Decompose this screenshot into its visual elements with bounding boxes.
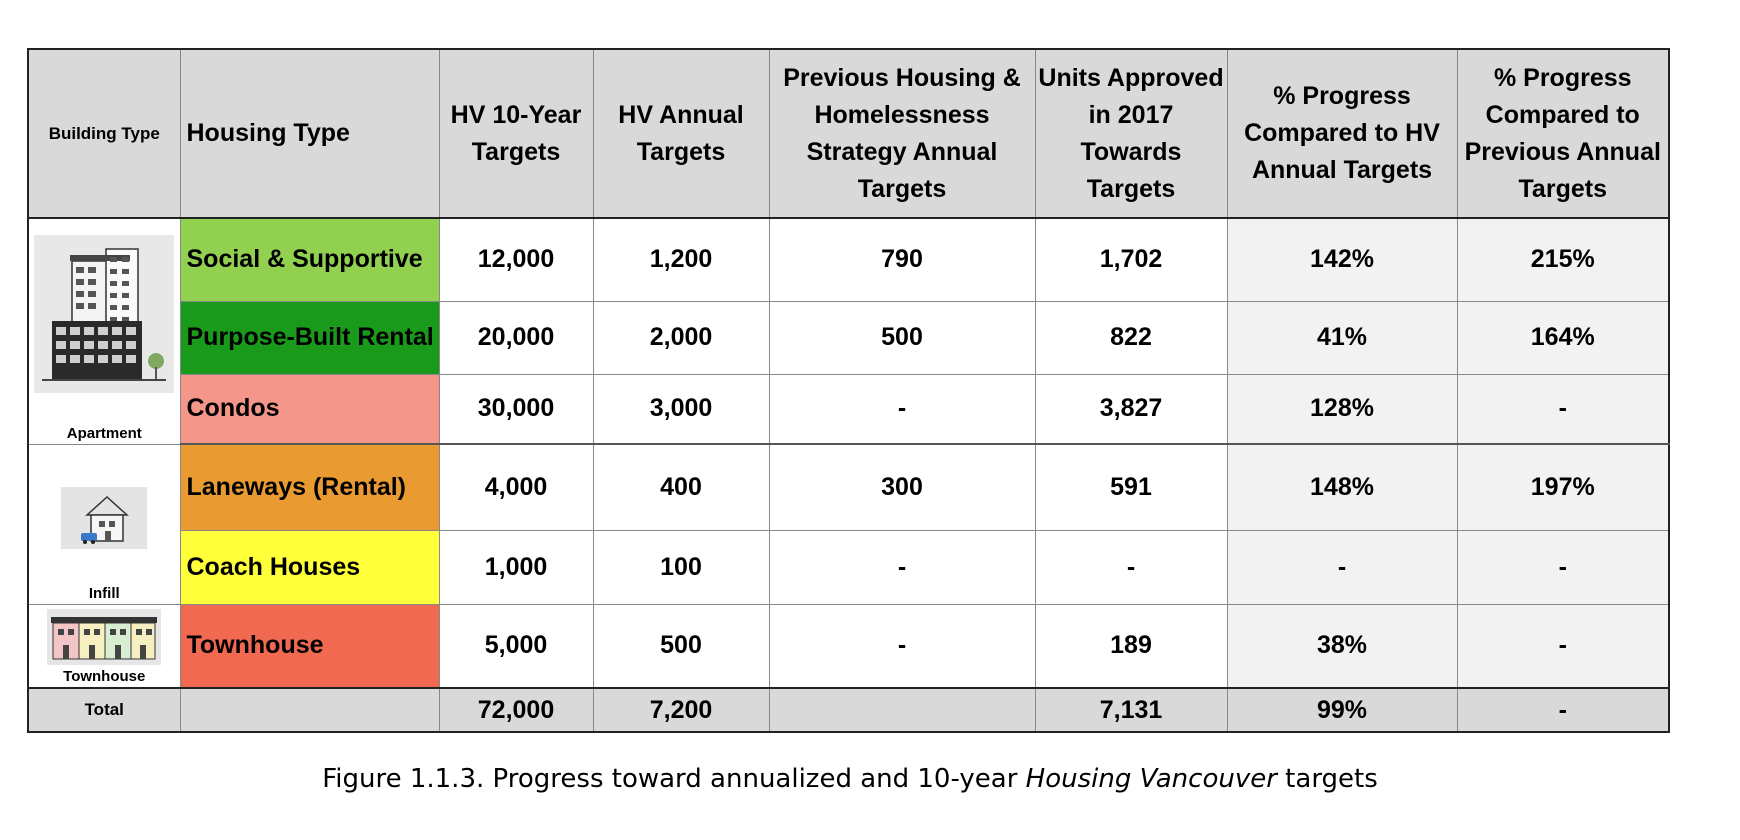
pct-previous-cell: 164% [1456,300,1670,375]
building-type-label: Infill [88,584,120,602]
pct-previous-cell: 215% [1456,217,1670,302]
hv-annual-cell: 2,000 [592,300,770,375]
caption-italic: Housing Vancouver [1025,764,1277,794]
pct-hv-cell: 41% [1226,300,1458,375]
previous-target-cell: 300 [768,443,1036,531]
total-pct-previous-cell: - [1456,687,1670,733]
pct-hv-cell: 142% [1226,217,1458,302]
pct-previous-cell: 197% [1456,443,1670,531]
total-approved-cell: 7,131 [1034,687,1228,733]
figure-caption: Figure 1.1.3. Progress toward annualized… [0,764,1700,794]
pct-hv-cell: 128% [1226,373,1458,445]
housing-targets-table: Building Type Housing Type HV 10-Year Tar… [27,48,1670,733]
total-hv-annual-cell: 7,200 [592,687,770,733]
table-row: Condos 30,000 3,000 - 3,827 128% - [28,373,1670,445]
building-type-label: Townhouse [63,668,146,685]
hv-annual-cell: 500 [592,603,770,689]
units-approved-cell: 3,827 [1034,373,1228,445]
building-type-infill: Infill [27,443,181,605]
pct-hv-cell: 38% [1226,603,1458,689]
total-hv-10yr-cell: 72,000 [438,687,594,733]
pct-hv-cell: - [1226,529,1458,605]
total-previous-cell [768,687,1036,733]
previous-target-cell: 500 [768,300,1036,375]
previous-target-cell: 790 [768,217,1036,302]
caption-text: Progress toward annualized and 10-year [484,764,1026,794]
total-label: Total [27,687,181,733]
table-row: Purpose-Built Rental 20,000 2,000 500 82… [28,300,1670,375]
units-approved-cell: - [1034,529,1228,605]
infill-house-icon [61,486,148,549]
housing-type-cell: Laneways (Rental) [179,443,440,531]
apartment-building-icon [34,235,175,393]
housing-type-cell: Condos [179,373,440,445]
hv-10yr-cell: 20,000 [438,300,594,375]
units-approved-cell: 1,702 [1034,217,1228,302]
townhouse-row-icon [47,608,162,665]
previous-target-cell: - [768,529,1036,605]
hv-annual-cell: 3,000 [592,373,770,445]
table-row: Coach Houses 1,000 100 - - - - [28,529,1670,605]
building-type-label: Apartment [66,424,142,442]
header-housing-type: Housing Type [179,48,440,219]
total-row: Total 72,000 7,200 7,131 99% - [27,687,1670,733]
header-hv-10yr: HV 10-Year Targets [438,48,594,219]
building-type-apartment: Apartment [27,217,181,445]
header-hv-annual: HV Annual Targets [592,48,770,219]
hv-10yr-cell: 4,000 [438,443,594,531]
hv-annual-cell: 100 [592,529,770,605]
header-units-approved: Units Approved in 2017 Towards Targets [1034,48,1228,219]
caption-text-end: targets [1276,764,1378,794]
hv-10yr-cell: 5,000 [438,603,594,689]
housing-type-cell: Townhouse [179,603,440,689]
previous-target-cell: - [768,373,1036,445]
hv-10yr-cell: 1,000 [438,529,594,605]
header-previous-strategy: Previous Housing & Homelessness Strategy A… [768,48,1036,219]
previous-target-cell: - [768,603,1036,689]
table-row: Infill Laneways (Rental) 4,000 400 300 5… [27,443,1670,605]
header-building-type: Building Type [27,48,181,219]
pct-previous-cell: - [1456,603,1670,689]
table-row: Apartment Social & Supportive 12,000 1,2… [27,217,1670,445]
total-pct-hv-cell: 99% [1226,687,1458,733]
hv-10yr-cell: 30,000 [438,373,594,445]
hv-annual-cell: 400 [592,443,770,531]
units-approved-cell: 591 [1034,443,1228,531]
housing-type-cell: Coach Houses [179,529,440,605]
housing-type-cell: Social & Supportive [179,217,440,302]
units-approved-cell: 189 [1034,603,1228,689]
pct-previous-cell: - [1456,529,1670,605]
hv-10yr-cell: 12,000 [438,217,594,302]
total-housing-type-cell [179,687,440,733]
units-approved-cell: 822 [1034,300,1228,375]
header-row: Building Type Housing Type HV 10-Year Tar… [27,48,1670,219]
building-type-townhouse: Townhouse [27,603,181,689]
table-row: Townhouse Townhouse 5,000 500 - 189 38% … [27,603,1670,689]
pct-previous-cell: - [1456,373,1670,445]
hv-annual-cell: 1,200 [592,217,770,302]
header-pct-hv: % Progress Compared to HV Annual Targets [1226,48,1458,219]
housing-type-cell: Purpose-Built Rental [179,300,440,375]
pct-hv-cell: 148% [1226,443,1458,531]
header-pct-previous: % Progress Compared to Previous Annual Targ… [1456,48,1670,219]
figure-number: Figure 1.1.3. [322,764,485,794]
